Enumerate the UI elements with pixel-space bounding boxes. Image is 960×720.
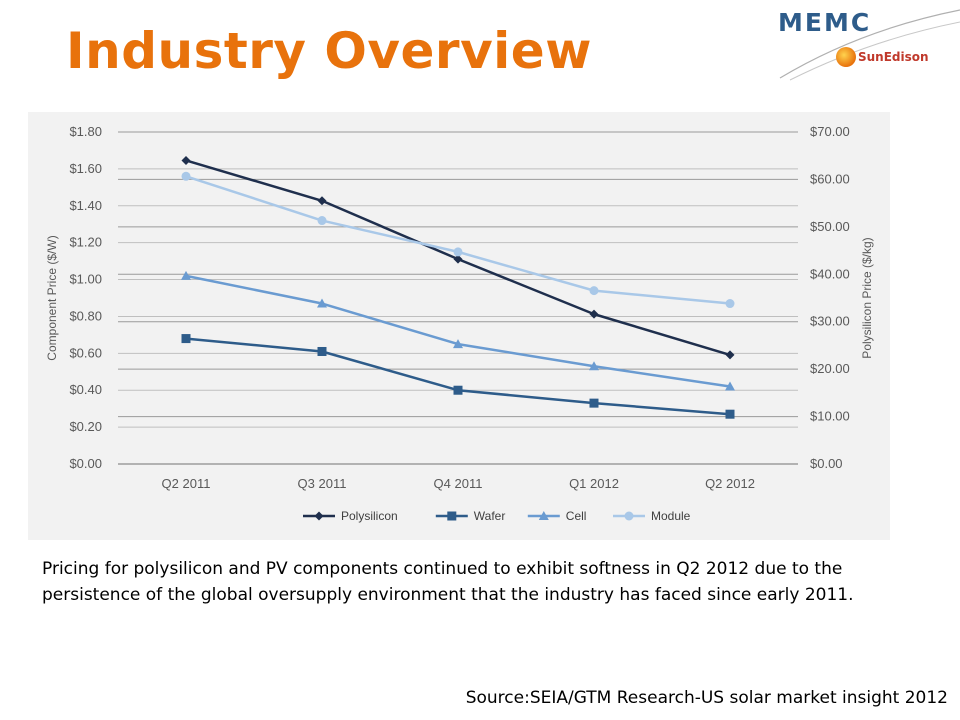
data-point-polysilicon — [589, 309, 599, 319]
data-point-cell — [181, 270, 191, 280]
left-tick-label: $1.80 — [69, 124, 102, 139]
x-tick-label: Q2 2012 — [705, 476, 755, 491]
x-tick-label: Q3 2011 — [298, 476, 347, 491]
legend-marker-polysilicon — [314, 511, 324, 521]
left-tick-label: $1.40 — [69, 198, 102, 213]
data-point-polysilicon — [181, 155, 191, 165]
data-point-wafer — [589, 398, 599, 408]
data-point-module — [317, 216, 327, 226]
right-tick-label: $70.00 — [810, 124, 850, 139]
right-tick-label: $60.00 — [810, 171, 850, 186]
logo-swoosh — [779, 9, 960, 81]
series-line-wafer — [185, 337, 731, 416]
data-point-wafer — [453, 385, 463, 395]
data-point-module — [453, 247, 463, 257]
legend-marker-cell — [538, 511, 549, 520]
data-point-module — [725, 299, 735, 309]
chart-panel: $0.00 $0.20 $0.40 $0.60 $0.80 $1.00 $1.20 $1.40… — [28, 112, 890, 540]
left-tick-label: $0.40 — [69, 382, 102, 397]
right-tick-label: $10.00 — [810, 409, 850, 424]
data-point-module — [181, 171, 191, 181]
x-tick-label: Q2 2011 — [162, 476, 211, 491]
data-point-cell — [317, 298, 327, 308]
logo-area: MEMC SunEdison — [640, 0, 960, 100]
right-tick-label: $30.00 — [810, 314, 850, 329]
x-tick-label: Q4 2011 — [434, 476, 483, 491]
left-tick-label: $0.80 — [69, 308, 102, 323]
right-tick-label: $50.00 — [810, 219, 850, 234]
sun-icon — [836, 47, 856, 67]
data-point-wafer — [181, 334, 191, 344]
left-tick-label: $1.00 — [69, 272, 102, 287]
sunedison-logo: SunEdison — [858, 50, 929, 64]
left-tick-label: $1.60 — [69, 161, 102, 176]
legend-marker-module — [624, 511, 634, 521]
slide-title: Industry Overview — [66, 22, 592, 80]
data-point-polysilicon — [453, 254, 463, 264]
series-line-module — [185, 175, 731, 305]
left-tick-label: $0.60 — [69, 345, 102, 360]
right-tick-label: $0.00 — [810, 456, 843, 471]
data-point-wafer — [725, 409, 735, 419]
legend-label-module: Module — [651, 509, 691, 523]
legend-label-polysilicon: Polysilicon — [341, 509, 398, 523]
left-tick-label: $0.20 — [69, 419, 102, 434]
data-point-polysilicon — [317, 196, 327, 206]
price-chart: $0.00 $0.20 $0.40 $0.60 $0.80 $1.00 $1.20 $1.40… — [45, 124, 874, 523]
data-point-cell — [725, 381, 735, 391]
right-tick-label: $20.00 — [810, 361, 850, 376]
left-axis-title: Component Price ($/W) — [45, 235, 59, 360]
data-point-cell — [589, 361, 599, 371]
data-point-module — [589, 286, 599, 296]
source-note: Source:SEIA/GTM Research-US solar market… — [465, 688, 948, 708]
data-point-polysilicon — [725, 350, 735, 360]
legend-marker-wafer — [447, 511, 457, 521]
left-tick-label: $1.20 — [69, 235, 102, 250]
legend-label-cell: Cell — [566, 509, 587, 523]
right-axis-title: Polysilicon Price ($/kg) — [860, 237, 874, 358]
legend-label-wafer: Wafer — [474, 509, 506, 523]
data-point-wafer — [317, 346, 327, 356]
x-tick-label: Q1 2012 — [569, 476, 619, 491]
left-tick-label: $0.00 — [69, 456, 102, 471]
data-point-cell — [453, 339, 463, 349]
right-tick-label: $40.00 — [810, 266, 850, 281]
memc-logo: MEMC — [778, 8, 872, 37]
body-text: Pricing for polysilicon and PV component… — [42, 559, 854, 605]
